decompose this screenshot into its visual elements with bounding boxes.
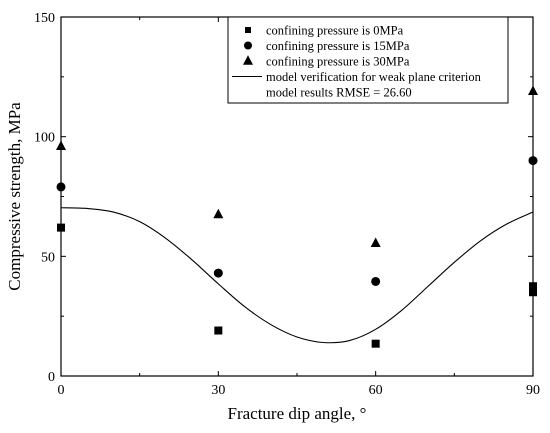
- legend-circle-swatch: [244, 41, 252, 50]
- triangle-data-point: [213, 208, 224, 219]
- y-tick-label: 50: [41, 250, 55, 265]
- legend-label: model verification for weak plane criter…: [266, 70, 482, 84]
- square-data-point: [57, 223, 65, 232]
- y-tick-label: 100: [34, 131, 55, 146]
- x-tick-label: 0: [58, 383, 65, 398]
- series-2: [56, 85, 538, 247]
- triangle-data-point: [528, 85, 538, 95]
- legend-triangle-swatch: [243, 55, 253, 65]
- legend-box: [227, 16, 509, 104]
- legend-label: confining pressure is 30MPa: [266, 55, 410, 69]
- legend-label: confining pressure is 0MPa: [266, 24, 404, 38]
- legend-item: confining pressure is 0MPa: [245, 24, 404, 38]
- triangle-data-point: [370, 237, 381, 247]
- circle-data-point: [213, 268, 223, 278]
- series-0: [57, 223, 537, 348]
- square-data-point: [214, 326, 223, 335]
- y-axis-ticks: 0 50 100 150: [34, 11, 533, 385]
- series-1: [56, 156, 538, 286]
- circle-data-point: [56, 182, 66, 192]
- circle-data-point: [371, 276, 381, 286]
- x-axis-title: Fracture dip angle, °: [228, 404, 367, 423]
- square-data-point: [529, 282, 537, 291]
- legend-square-swatch: [245, 27, 251, 33]
- legend-item: confining pressure is 30MPa: [243, 55, 410, 69]
- x-axis-ticks: 0 30 60 90: [58, 17, 540, 398]
- y-tick-label: 150: [34, 11, 55, 26]
- y-axis-title: Compressive strength, MPa: [5, 102, 24, 291]
- y-tick-label: 0: [48, 370, 55, 385]
- x-tick-label: 90: [526, 383, 540, 398]
- triangle-data-point: [56, 140, 66, 151]
- series-layer: [56, 85, 538, 348]
- series-3: [60, 207, 534, 344]
- x-tick-label: 60: [369, 383, 383, 398]
- circle-data-point: [528, 156, 538, 166]
- legend-item: model verification for weak plane criter…: [232, 70, 482, 84]
- x-tick-label: 30: [211, 383, 225, 398]
- square-data-point: [371, 339, 380, 348]
- legend-item: confining pressure is 15MPa: [244, 39, 410, 53]
- rmse-annotation: model results RMSE = 26.60: [266, 86, 412, 100]
- model-curve: [60, 207, 534, 344]
- square-data-point: [529, 288, 537, 297]
- legend-label: confining pressure is 15MPa: [266, 39, 410, 53]
